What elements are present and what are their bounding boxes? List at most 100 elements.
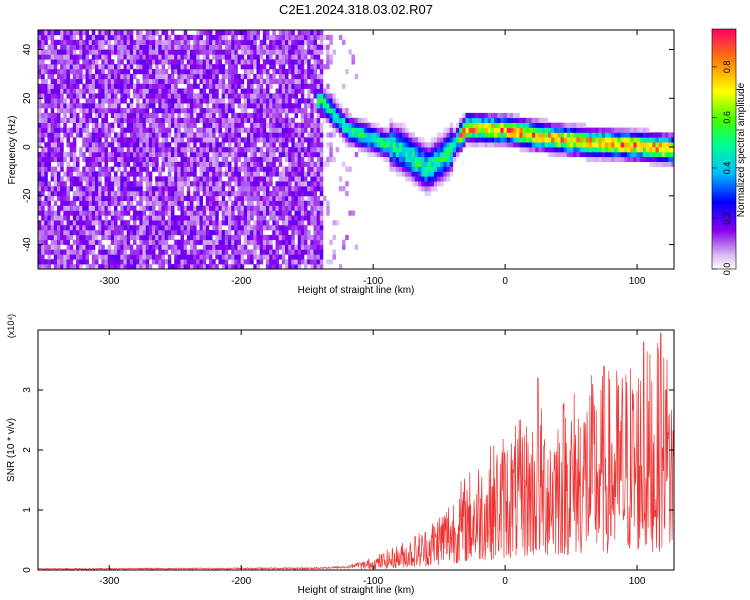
heatmap-cell <box>193 264 197 269</box>
heatmap-cell <box>193 103 197 109</box>
heatmap-cell <box>98 137 102 143</box>
heatmap-cell <box>91 54 96 60</box>
heatmap-cell <box>386 156 390 162</box>
heatmap-cell <box>91 215 96 221</box>
heatmap-cell <box>202 220 207 226</box>
heatmap-cell <box>247 234 251 241</box>
heatmap-cell <box>304 98 308 104</box>
heatmap-cell <box>399 147 403 153</box>
heatmap-cell <box>79 220 83 226</box>
heatmap-cell <box>304 78 308 84</box>
heatmap-cell <box>180 225 184 231</box>
heatmap-cell <box>98 225 102 231</box>
heatmap-cell <box>291 147 295 153</box>
heatmap-cell <box>319 244 324 250</box>
heatmap-cell <box>376 132 381 138</box>
heatmap-cell <box>310 44 314 50</box>
heatmap-cell <box>91 122 96 128</box>
heatmap-cell <box>63 181 67 187</box>
heatmap-cell <box>139 117 143 123</box>
heatmap-cell <box>44 210 48 216</box>
heatmap-cell <box>348 112 352 119</box>
heatmap-cell <box>41 83 45 89</box>
heatmap-cell <box>139 103 143 109</box>
heatmap-cell <box>190 122 194 128</box>
heatmap-cell <box>202 254 207 260</box>
heatmap-cell <box>38 103 42 109</box>
heatmap-cell <box>551 132 555 138</box>
heatmap-cell <box>158 127 162 133</box>
heatmap-cell <box>304 30 308 36</box>
heatmap-cell <box>266 181 270 187</box>
heatmap-cell <box>66 108 70 114</box>
heatmap-cell <box>190 147 194 153</box>
heatmap-cell <box>383 127 387 133</box>
heatmap-cell <box>668 137 672 143</box>
heatmap-cell <box>566 132 571 138</box>
heatmap-cell <box>123 234 127 241</box>
heatmap-cell <box>310 117 314 123</box>
heatmap-cell <box>430 176 435 182</box>
heatmap-cell <box>310 34 314 41</box>
heatmap-cell <box>193 98 197 104</box>
heatmap-cell <box>209 161 213 167</box>
heatmap-cell <box>196 161 200 167</box>
heatmap-cell <box>563 151 568 158</box>
heatmap-cell <box>294 132 298 138</box>
heatmap-cell <box>509 122 514 128</box>
heatmap-cell <box>300 83 305 89</box>
heatmap-cell <box>275 200 279 206</box>
heatmap-cell <box>129 156 134 162</box>
heatmap-cell <box>604 156 609 162</box>
heatmap-cell <box>133 93 137 99</box>
heatmap-cell <box>66 259 70 265</box>
heatmap-cell <box>288 93 292 99</box>
heatmap-cell <box>304 69 308 75</box>
heatmap-cell <box>259 259 264 265</box>
heatmap-cell <box>595 147 599 153</box>
heatmap-cell <box>259 254 264 260</box>
heatmap-cell <box>177 181 181 187</box>
heatmap-cell <box>557 132 561 138</box>
heatmap-cell <box>383 156 387 162</box>
heatmap-cell <box>123 264 127 269</box>
heatmap-cell <box>193 83 197 89</box>
heatmap-cell <box>101 220 105 226</box>
heatmap-cell <box>272 215 276 221</box>
heatmap-cell <box>231 108 235 114</box>
heatmap-cell <box>76 225 80 231</box>
heatmap-cell <box>278 93 283 99</box>
heatmap-cell <box>183 93 188 99</box>
heatmap-cell <box>66 220 70 226</box>
heatmap-cell <box>294 98 298 104</box>
heatmap-cell <box>231 112 235 119</box>
heatmap-cell <box>370 147 374 153</box>
heatmap-cell <box>611 151 615 158</box>
heatmap-cell <box>253 44 257 50</box>
heatmap-cell <box>183 176 188 182</box>
heatmap-cell <box>205 166 210 172</box>
heatmap-cell <box>123 127 127 133</box>
heatmap-cell <box>38 108 42 114</box>
heatmap-cell <box>661 151 666 158</box>
heatmap-cell <box>433 166 438 172</box>
heatmap-cell <box>234 122 238 128</box>
heatmap-cell <box>139 200 143 206</box>
heatmap-cell <box>323 34 327 41</box>
heatmap-cell <box>107 220 112 226</box>
heatmap-cell <box>47 191 51 197</box>
heatmap-cell <box>215 93 219 99</box>
heatmap-cell <box>60 93 64 99</box>
heatmap-cell <box>110 239 115 245</box>
heatmap-cell <box>294 44 298 50</box>
heatmap-cell <box>171 151 175 158</box>
heatmap-cell <box>262 215 267 221</box>
heatmap-cell <box>212 83 216 89</box>
heatmap-cell <box>171 69 175 75</box>
heatmap-cell <box>452 151 457 158</box>
heatmap-cell <box>494 127 498 133</box>
heatmap-cell <box>41 225 45 231</box>
heatmap-cell <box>291 30 295 36</box>
heatmap-cell <box>234 200 238 206</box>
heatmap-cell <box>658 132 663 138</box>
